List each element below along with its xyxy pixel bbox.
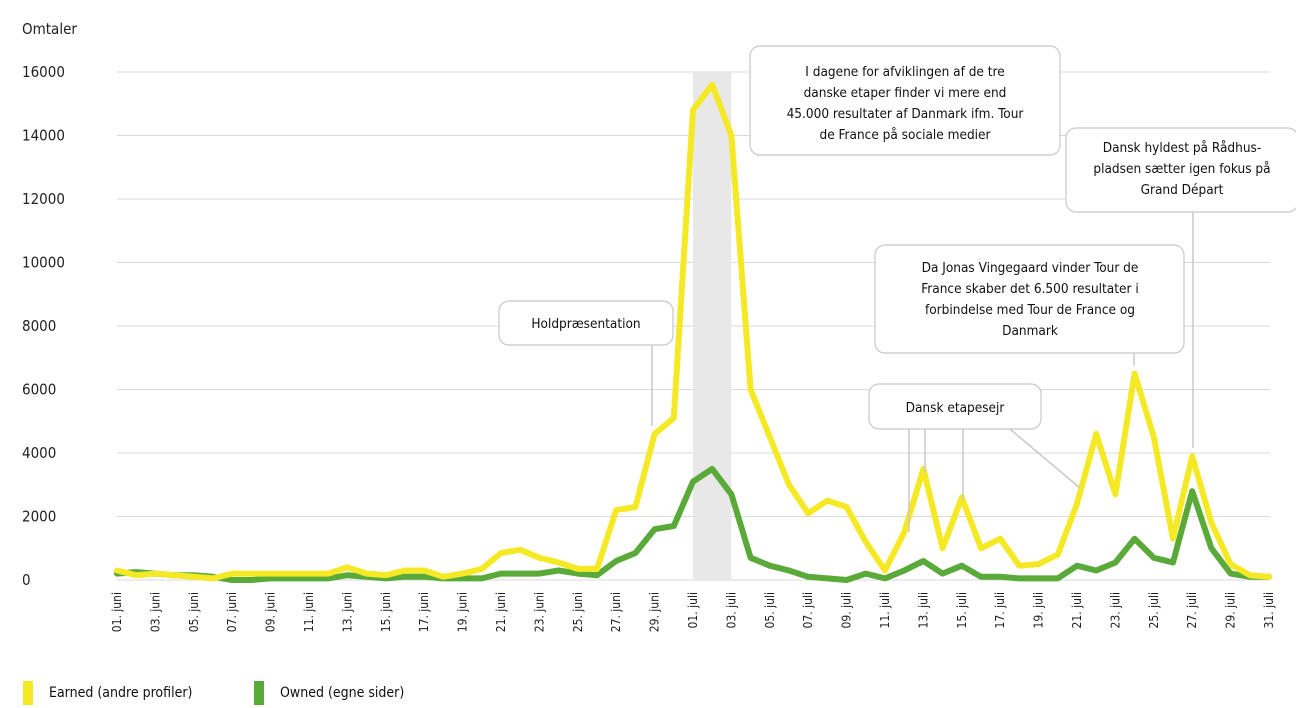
- y-tick-label: 0: [22, 571, 31, 589]
- highlight-band-rect: [693, 72, 732, 580]
- x-tick-label: 07. juni: [225, 592, 239, 632]
- annotation-text: I dagene for afviklingen af de tre: [805, 64, 1004, 80]
- series-line-earned: [114, 81, 1272, 582]
- x-tick-label: 05. juli: [763, 592, 777, 628]
- series-lines: [114, 81, 1272, 583]
- y-axis-ticks: 0 2000 4000 6000 8000 10000 12000 14000 16000: [22, 63, 65, 589]
- x-tick-label: 27. juni: [609, 592, 623, 632]
- x-tick-label: 21. juli: [1070, 592, 1084, 628]
- annotation-connector: [1009, 428, 1081, 489]
- annotation-text: de France på sociale medier: [819, 126, 990, 143]
- annotation-box: [498, 300, 674, 346]
- y-tick-label: 14000: [22, 127, 65, 145]
- series-line-owned: [114, 465, 1272, 583]
- x-tick-label: 13. juni: [340, 592, 354, 632]
- x-tick-label: 25. juni: [571, 592, 585, 632]
- x-tick-label: 29. juni: [648, 592, 662, 632]
- annotation-text: 45.000 resultater af Danmark ifm. Tour: [787, 106, 1024, 122]
- x-tick-label: 15. juni: [379, 592, 393, 632]
- x-tick-label: 03. juli: [724, 592, 738, 628]
- legend-swatch-earned: [23, 681, 33, 705]
- x-tick-label: 17. juli: [993, 592, 1007, 628]
- x-tick-label: 09. juli: [840, 592, 854, 628]
- x-tick-label: 15. juli: [955, 592, 969, 628]
- x-tick-label: 23. juni: [532, 592, 546, 632]
- annotation-text: France skaber det 6.500 resultater i: [921, 281, 1138, 297]
- annotation-text: Holdpræsentation: [531, 316, 640, 332]
- annotation-text: forbindelse med Tour de France og: [925, 302, 1135, 318]
- x-tick-label: 19. juli: [1032, 592, 1046, 628]
- y-tick-label: 8000: [22, 317, 56, 335]
- x-tick-label: 31. juli: [1262, 592, 1276, 628]
- y-tick-label: 6000: [22, 381, 56, 399]
- annotation-text: Danmark: [1002, 323, 1058, 339]
- x-axis-ticks: 01. juni 03. juni 05. juni 07. juni 09. juni…: [110, 592, 1276, 632]
- annotation-box: [874, 244, 1185, 354]
- annotation-text: Dansk hyldest på Rådhus-: [1103, 139, 1262, 156]
- x-tick-label: 23. juli: [1108, 592, 1122, 628]
- x-tick-label: 07. juli: [801, 592, 815, 628]
- y-tick-label: 12000: [22, 190, 65, 208]
- x-tick-label: 05. juni: [187, 592, 201, 632]
- x-tick-label: 17. juni: [417, 592, 431, 632]
- y-tick-label: 10000: [22, 254, 65, 272]
- annotation-text: Dansk etapesejr: [906, 400, 1005, 416]
- x-tick-label: 19. juni: [456, 592, 470, 632]
- x-tick-label: 11. juli: [878, 592, 892, 628]
- annotation-box: [1065, 127, 1296, 213]
- y-axis-title: Omtaler: [22, 20, 77, 38]
- x-tick-label: 09. juni: [264, 592, 278, 632]
- annotations: Holdpræsentation I dagene for afviklingen…: [498, 45, 1296, 533]
- legend-swatch-owned: [254, 681, 264, 705]
- highlight-band: [693, 72, 732, 580]
- annotation-text: pladsen sætter igen fokus på: [1093, 160, 1270, 177]
- x-tick-label: 01. juni: [110, 592, 124, 632]
- legend-item-owned: Owned (egne sider): [254, 681, 404, 705]
- x-tick-label: 11. juni: [302, 592, 316, 632]
- annotation-box: [868, 383, 1042, 430]
- annotation-text: Grand Départ: [1141, 182, 1224, 198]
- x-tick-label: 25. juli: [1147, 592, 1161, 628]
- x-tick-label: 27. juli: [1185, 592, 1199, 628]
- x-tick-label: 29. juli: [1224, 592, 1238, 628]
- legend-item-earned: Earned (andre profiler): [23, 681, 192, 705]
- x-tick-label: 13. juli: [916, 592, 930, 628]
- legend-label-owned: Owned (egne sider): [280, 685, 405, 701]
- x-tick-label: 21. juni: [494, 592, 508, 632]
- y-tick-label: 4000: [22, 444, 56, 462]
- annotation-text: Da Jonas Vingegaard vinder Tour de: [922, 260, 1139, 276]
- x-tick-label: 03. juni: [148, 592, 162, 632]
- x-tick-label: 01. juli: [686, 592, 700, 628]
- annotation-box: [749, 45, 1061, 156]
- annotation-text: danske etaper finder vi mere end: [804, 85, 1007, 101]
- legend-label-earned: Earned (andre profiler): [49, 685, 193, 701]
- y-tick-label: 2000: [22, 508, 56, 526]
- y-tick-label: 16000: [22, 63, 65, 81]
